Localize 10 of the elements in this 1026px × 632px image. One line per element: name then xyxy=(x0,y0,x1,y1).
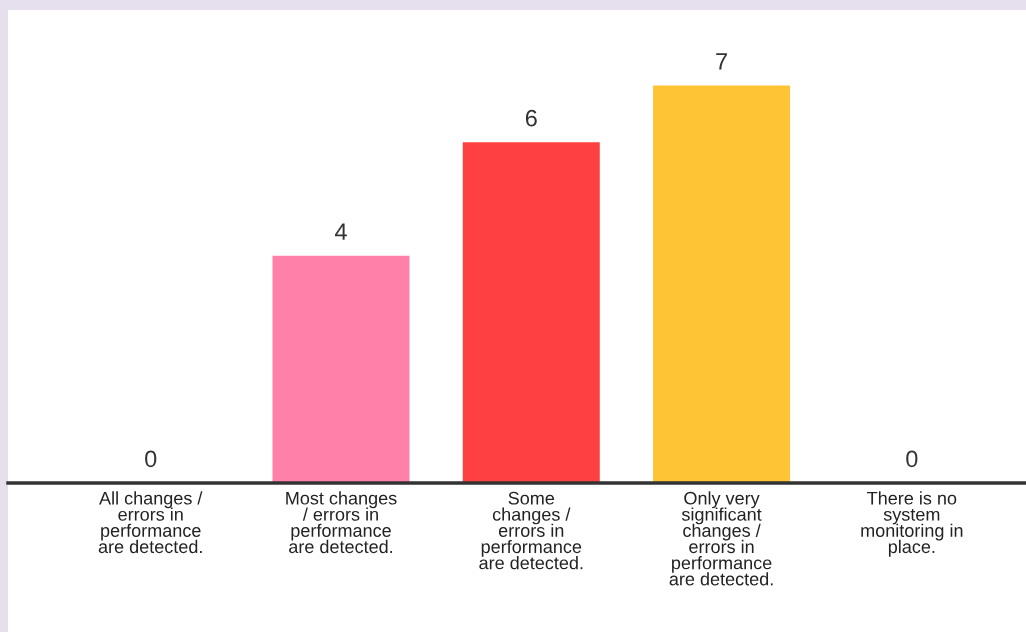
x-tick-label: Only very significant changes / errors in performance are detected. xyxy=(669,491,773,586)
x-tick-label: There is no system monitoring in place. xyxy=(861,491,963,557)
data-label: 4 xyxy=(334,223,347,240)
x-tick-label: Some changes / errors in performance are detected. xyxy=(479,491,583,570)
x-tick-label: Most changes / errors in performance are detected. xyxy=(286,491,397,554)
data-label: 0 xyxy=(145,450,157,468)
data-label: 0 xyxy=(906,450,918,468)
x-tick-label: All changes / errors in performance are detected. xyxy=(98,491,203,554)
data-label: 7 xyxy=(716,53,727,70)
data-label: 6 xyxy=(525,109,537,127)
